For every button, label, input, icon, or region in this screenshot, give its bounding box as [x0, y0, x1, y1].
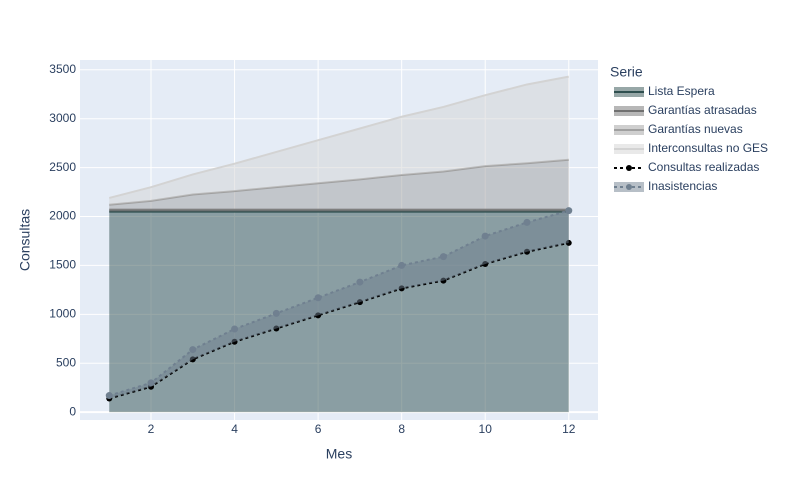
point: [314, 294, 322, 302]
point: [565, 207, 573, 215]
y-tick-label: 3000: [49, 111, 76, 125]
area-fill: [109, 76, 569, 205]
y-tick-label: 1500: [49, 258, 76, 272]
legend-label[interactable]: Inasistencias: [648, 179, 717, 193]
point: [398, 261, 406, 269]
legend-label[interactable]: Garantías nuevas: [648, 122, 743, 136]
legend-label[interactable]: Garantías atrasadas: [648, 103, 757, 117]
legend-label[interactable]: Lista Espera: [648, 84, 715, 98]
y-tick-label: 3500: [49, 62, 76, 76]
area-fill: [109, 159, 569, 210]
point: [523, 218, 531, 226]
point: [105, 392, 113, 400]
area-fill: [109, 210, 569, 399]
y-tick-label: 500: [56, 355, 76, 369]
point: [231, 325, 239, 333]
legend-label[interactable]: Interconsultas no GES: [648, 141, 768, 155]
y-tick-label: 0: [69, 404, 76, 418]
point: [189, 346, 197, 354]
point: [356, 278, 364, 286]
legend-marker: [626, 165, 632, 171]
point: [481, 232, 489, 240]
x-tick-label: 4: [231, 422, 238, 436]
y-axis-title: Consultas: [17, 209, 33, 271]
x-tick-label: 10: [479, 422, 493, 436]
x-axis-title: Mes: [326, 446, 352, 462]
legend-marker: [626, 184, 632, 190]
legend-label[interactable]: Consultas realizadas: [648, 160, 759, 174]
series-line: [108, 75, 569, 199]
point: [147, 379, 155, 387]
y-tick-label: 2500: [49, 160, 76, 174]
y-tick-label: 2000: [49, 209, 76, 223]
point: [272, 309, 280, 317]
y-tick-label: 1000: [49, 307, 76, 321]
x-tick-label: 2: [148, 422, 155, 436]
legend-title: Serie: [610, 64, 643, 80]
x-tick-label: 8: [398, 422, 405, 436]
x-tick-label: 6: [315, 422, 322, 436]
point: [439, 253, 447, 261]
x-tick-label: 12: [562, 422, 576, 436]
